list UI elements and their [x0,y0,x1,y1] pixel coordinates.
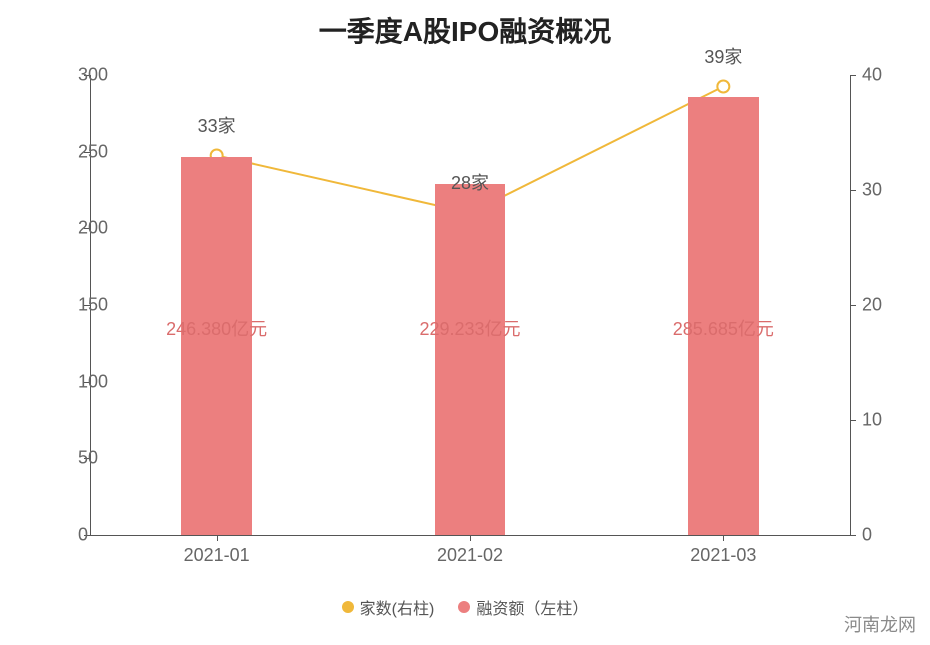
x-tick-label: 2021-03 [690,545,756,566]
bar-value-label: 246.380亿元 [166,315,267,341]
legend-dot-icon [458,601,470,613]
legend-label: 融资额（左柱） [476,595,588,619]
y-right-tick [850,305,856,306]
chart-container: 一季度A股IPO融资概况 050100150200250300010203040… [0,0,930,645]
y-right-tick-label: 10 [862,410,882,431]
line-marker [717,81,729,93]
y-right-tick [850,75,856,76]
legend-dot-icon [342,601,354,613]
legend-item: 融资额（左柱） [458,595,588,619]
y-right-tick-label: 0 [862,525,872,546]
watermark: 河南龙网 [844,611,916,637]
y-right-tick-label: 40 [862,65,882,86]
line-value-label: 28家 [451,169,489,195]
y-right-tick-label: 30 [862,180,882,201]
legend: 家数(右柱) 融资额（左柱） [0,595,930,619]
plot-area: 0501001502002503000102030402021-012021-0… [90,75,850,535]
x-tick-label: 2021-02 [437,545,503,566]
legend-label: 家数(右柱) [360,595,435,619]
x-tick-label: 2021-01 [184,545,250,566]
y-right-tick-label: 20 [862,295,882,316]
y-right-tick [850,535,856,536]
x-tick [217,535,218,541]
y-right-tick [850,420,856,421]
bar [181,157,252,535]
bar [435,184,506,535]
bar-value-label: 229.233亿元 [419,315,520,341]
y-right-tick [850,190,856,191]
legend-item: 家数(右柱) [342,595,435,619]
x-tick [470,535,471,541]
chart-title: 一季度A股IPO融资概况 [0,10,930,50]
line-value-label: 33家 [198,112,236,138]
line-value-label: 39家 [704,43,742,69]
x-tick [723,535,724,541]
bar-value-label: 285.685亿元 [673,315,774,341]
